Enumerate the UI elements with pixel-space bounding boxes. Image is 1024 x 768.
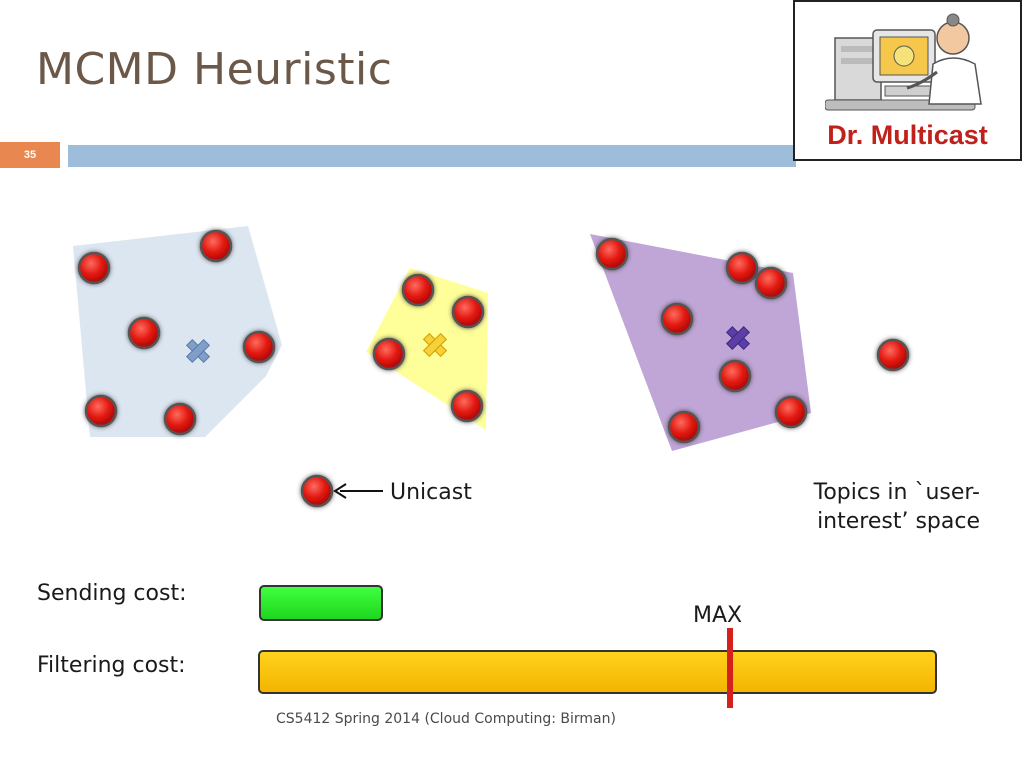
subscriber-node [242, 330, 276, 364]
sending-cost-label: Sending cost: [37, 581, 187, 606]
subscriber-node [660, 302, 694, 336]
subscriber-node [774, 395, 808, 429]
title-underline-bar [68, 145, 796, 167]
subscriber-node [163, 402, 197, 436]
topics-label-line-1: Topics in `user- [813, 480, 980, 505]
logo-text: Dr. Multicast [827, 120, 988, 150]
filtering-cost-label: Filtering cost: [37, 653, 186, 678]
sending-cost-bar [259, 585, 383, 621]
unicast-label: Unicast [390, 480, 472, 505]
subscriber-node [450, 389, 484, 423]
subscriber-node [754, 266, 788, 300]
subscriber-node [199, 229, 233, 263]
doctor-computer-icon [825, 13, 982, 111]
group-region-blue [73, 226, 282, 437]
topics-label-line-2: interest’ space [817, 509, 980, 534]
subscriber-node [451, 295, 485, 329]
subscriber-nodes [77, 229, 910, 508]
max-label: MAX [693, 603, 743, 628]
subscriber-node [725, 251, 759, 285]
subscriber-node [718, 359, 752, 393]
unicast-legend-node [300, 474, 334, 508]
group-center-blue [185, 338, 211, 364]
subscriber-node [595, 237, 629, 271]
subscriber-node [127, 316, 161, 350]
subscriber-node [667, 410, 701, 444]
slide-number: 35 [0, 142, 60, 168]
group-center-purple [725, 325, 751, 351]
filtering-cost-bar [258, 650, 937, 694]
subscriber-node [84, 394, 118, 428]
subscriber-node [401, 273, 435, 307]
slide-title: MCMD Heuristic [36, 44, 393, 95]
topics-label: Topics in `user- interest’ space [760, 478, 980, 536]
subscriber-node [876, 338, 910, 372]
unicast-arrow-head [333, 483, 347, 499]
subscriber-node [77, 251, 111, 285]
max-marker [727, 628, 733, 708]
group-center-yellow [422, 332, 448, 358]
slide-footer: CS5412 Spring 2014 (Cloud Computing: Bir… [276, 711, 616, 727]
dr-multicast-logo: Dr. Multicast [793, 0, 1022, 161]
subscriber-node [372, 337, 406, 371]
